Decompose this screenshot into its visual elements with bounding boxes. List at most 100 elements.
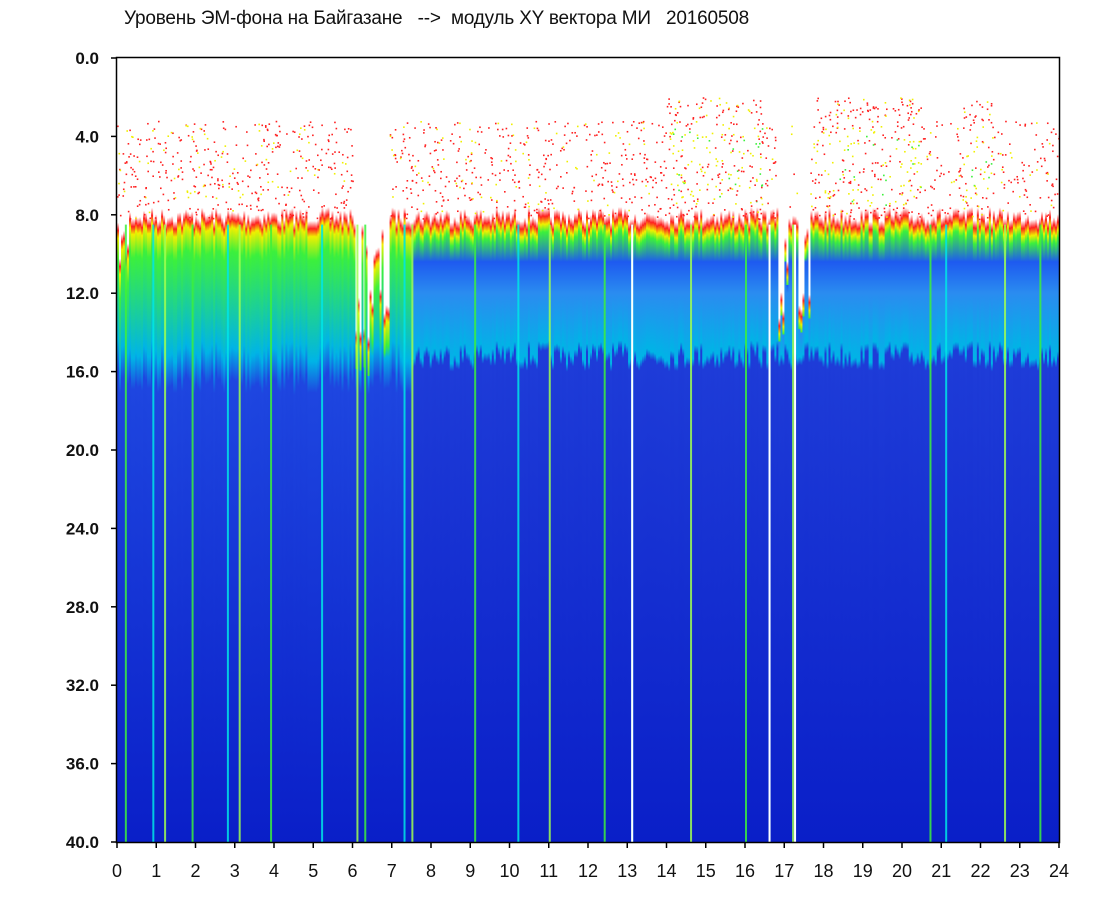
heatmap-column (614, 58, 617, 842)
heatmap-column (549, 58, 553, 842)
heatmap-column (127, 58, 130, 842)
heatmap-column (433, 58, 437, 842)
heatmap-column (215, 58, 218, 842)
heatmap-column (724, 58, 727, 842)
heatmap-column (854, 58, 858, 842)
heatmap-column (740, 58, 743, 842)
heatmap-column (421, 58, 425, 842)
heatmap-column (225, 58, 228, 842)
heatmap-column (167, 58, 170, 842)
heatmap-column (638, 58, 641, 842)
heatmap-column (557, 58, 561, 842)
x-tick-label: 12 (578, 861, 598, 881)
heatmap-column (463, 58, 467, 842)
heatmap-column (914, 58, 918, 842)
heatmap-column (662, 58, 665, 842)
heatmap-column (511, 58, 515, 842)
heatmap-column (509, 58, 513, 842)
heatmap-column (501, 58, 505, 842)
heatmap-column (301, 58, 304, 842)
heatmap-column (317, 58, 321, 842)
heatmap-column (119, 58, 122, 842)
heatmap-column (676, 58, 679, 842)
heatmap-column (1036, 58, 1040, 842)
heatmap-column (149, 58, 152, 842)
heatmap-column (155, 58, 158, 842)
heatmap-column (345, 58, 349, 842)
heatmap-column (800, 58, 804, 842)
vertical-streak (411, 224, 414, 842)
heatmap-column (223, 58, 226, 842)
heatmap-column (736, 58, 739, 842)
heatmap-column (293, 58, 296, 842)
heatmap-column (417, 58, 421, 842)
heatmap-column (581, 58, 585, 842)
heatmap-column (447, 58, 451, 842)
heatmap-column (303, 58, 306, 842)
heatmap-column (271, 58, 274, 842)
heatmap-column (790, 58, 794, 842)
heatmap-column (577, 58, 581, 842)
heatmap-column (758, 58, 761, 842)
heatmap-column (808, 58, 812, 842)
heatmap-column (958, 58, 962, 842)
heatmap-column (371, 58, 375, 842)
heatmap-column (622, 58, 625, 842)
heatmap-column (1030, 58, 1034, 842)
heatmap-column (515, 58, 519, 842)
heatmap-column (972, 58, 976, 842)
heatmap-column (413, 58, 417, 842)
heatmap-column (249, 58, 252, 842)
heatmap-column (137, 58, 140, 842)
heatmap-column (391, 58, 395, 842)
heatmap-column (553, 58, 557, 842)
y-tick-label: 20.0 (66, 441, 99, 460)
heatmap-column (612, 58, 615, 842)
heatmap-column (399, 58, 403, 842)
heatmap-column (435, 58, 439, 842)
heatmap-column (710, 58, 713, 842)
heatmap-column (565, 58, 569, 842)
heatmap-column (315, 58, 319, 842)
heatmap-column (850, 58, 854, 842)
heatmap-column (507, 58, 511, 842)
heatmap-column (774, 58, 777, 842)
heatmap-column (545, 58, 549, 842)
heatmap-column (381, 58, 385, 842)
heatmap-column (1046, 58, 1050, 842)
heatmap-column (980, 58, 984, 842)
heatmap-column (243, 58, 246, 842)
heatmap-column (656, 58, 659, 842)
heatmap-column (217, 58, 220, 842)
heatmap-column (702, 58, 705, 842)
heatmap-column (812, 58, 816, 842)
heatmap-column (856, 58, 860, 842)
heatmap-column (531, 58, 535, 842)
heatmap-column (285, 58, 288, 842)
heatmap-column (351, 58, 355, 842)
heatmap-column (349, 58, 353, 842)
heatmap-column (385, 58, 389, 842)
heatmap-column (742, 58, 745, 842)
vertical-streak (403, 224, 406, 842)
x-tick-label: 9 (465, 861, 475, 881)
vertical-streak (356, 224, 359, 842)
heatmap-column (862, 58, 866, 842)
heatmap-column (157, 58, 160, 842)
x-tick-label: 0 (112, 861, 122, 881)
heatmap-column (205, 58, 208, 842)
heatmap-column (513, 58, 517, 842)
y-tick-label: 0.0 (75, 49, 99, 68)
heatmap-column (718, 58, 721, 842)
heatmap-column (259, 58, 262, 842)
heatmap-column (347, 58, 351, 842)
heatmap-column (445, 58, 449, 842)
heatmap-column (852, 58, 856, 842)
heatmap-column (267, 58, 270, 842)
heatmap-column (1026, 58, 1030, 842)
heatmap-column (804, 58, 808, 842)
heatmap-column (319, 58, 323, 842)
heatmap-column (279, 58, 282, 842)
heatmap-column (986, 58, 990, 842)
heatmap-column (419, 58, 423, 842)
